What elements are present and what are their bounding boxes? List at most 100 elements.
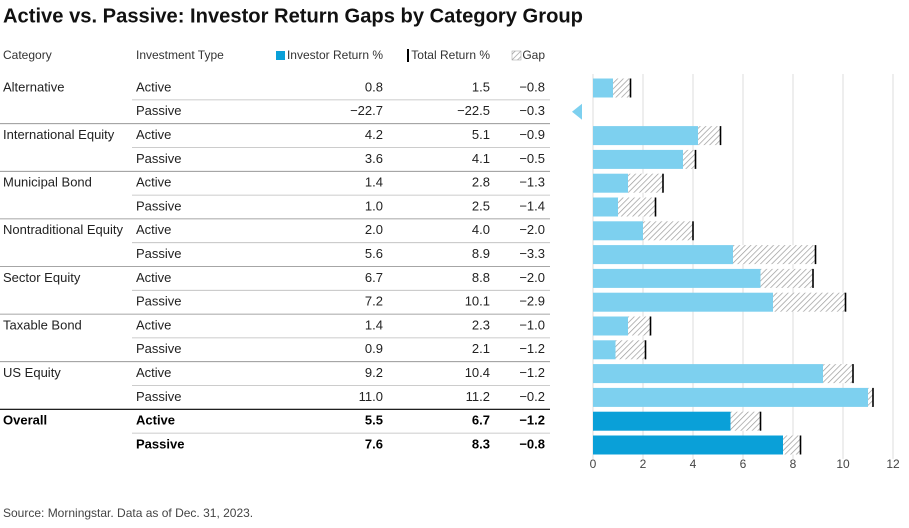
category-label: Sector Equity <box>3 270 81 285</box>
gap-hatch <box>628 173 663 193</box>
value-cell: −1.0 <box>519 317 545 332</box>
type-label: Passive <box>136 389 182 404</box>
value-cell: 6.7 <box>472 413 490 428</box>
category-label: Overall <box>3 413 47 428</box>
value-cell: 8.9 <box>472 246 490 261</box>
value-cell: 1.0 <box>365 198 383 213</box>
value-cell: 5.5 <box>365 413 383 428</box>
gap-hatch <box>613 78 631 98</box>
investor-bar <box>593 197 618 217</box>
investor-bar <box>593 245 733 265</box>
investor-bar <box>593 340 616 360</box>
type-label: Active <box>136 222 171 237</box>
value-cell: 1.4 <box>365 175 383 190</box>
column-header: Category <box>3 48 52 62</box>
x-tick-label: 6 <box>740 457 747 471</box>
gap-hatch <box>733 245 816 265</box>
value-cell: 2.5 <box>472 198 490 213</box>
legend-key <box>276 51 285 60</box>
value-cell: 10.4 <box>465 365 490 380</box>
type-label: Active <box>136 79 171 94</box>
type-label: Active <box>136 175 171 190</box>
type-label: Active <box>136 365 171 380</box>
investor-bar <box>593 411 731 431</box>
type-label: Passive <box>136 341 182 356</box>
investor-bar <box>593 126 698 146</box>
category-label: Nontraditional Equity <box>3 222 123 237</box>
legend-label: Investor Return % <box>287 48 383 62</box>
value-cell: 7.2 <box>365 294 383 309</box>
value-cell: 8.8 <box>472 270 490 285</box>
value-cell: 4.0 <box>472 222 490 237</box>
type-label: Passive <box>136 103 182 118</box>
value-cell: −22.7 <box>350 103 383 118</box>
gap-hatch <box>760 268 813 288</box>
investor-bar <box>593 316 628 336</box>
out-of-range-arrow <box>572 103 582 120</box>
value-cell: −0.2 <box>519 389 545 404</box>
value-cell: −3.3 <box>519 246 545 261</box>
x-tick-label: 12 <box>886 457 900 471</box>
chart-title: Active vs. Passive: Investor Return Gaps… <box>3 5 583 27</box>
category-label: International Equity <box>3 127 115 142</box>
value-cell: −2.0 <box>519 270 545 285</box>
x-tick-label: 10 <box>836 457 850 471</box>
value-cell: −0.8 <box>519 436 545 451</box>
value-cell: −0.5 <box>519 151 545 166</box>
investor-bar <box>593 149 683 169</box>
x-tick-label: 8 <box>790 457 797 471</box>
investor-bar <box>593 435 783 455</box>
value-cell: 8.3 <box>472 436 490 451</box>
value-cell: 3.6 <box>365 151 383 166</box>
gap-hatch <box>615 340 646 360</box>
type-label: Active <box>136 413 175 428</box>
value-cell: 5.6 <box>365 246 383 261</box>
type-label: Passive <box>136 198 182 213</box>
gap-hatch <box>618 197 656 217</box>
gap-hatch <box>730 411 761 431</box>
category-label: US Equity <box>3 365 61 380</box>
value-cell: 4.2 <box>365 127 383 142</box>
legend-key <box>407 49 409 62</box>
value-cell: 4.1 <box>472 151 490 166</box>
investor-bar <box>593 387 868 407</box>
value-cell: 2.1 <box>472 341 490 356</box>
type-label: Passive <box>136 436 184 451</box>
investor-bar <box>593 292 773 312</box>
category-label: Taxable Bond <box>3 317 82 332</box>
category-label: Municipal Bond <box>3 175 92 190</box>
x-tick-label: 0 <box>590 457 597 471</box>
type-label: Active <box>136 317 171 332</box>
investor-bar <box>593 221 643 241</box>
value-cell: 1.5 <box>472 79 490 94</box>
value-cell: 11.2 <box>466 389 490 404</box>
value-cell: 2.3 <box>472 317 490 332</box>
value-cell: 0.8 <box>365 79 383 94</box>
category-label: Alternative <box>3 79 64 94</box>
value-cell: 11.0 <box>359 389 383 404</box>
legend-label: Total Return % <box>411 48 490 62</box>
value-cell: −1.3 <box>519 175 545 190</box>
investor-bar <box>593 173 628 193</box>
value-cell: −0.9 <box>519 127 545 142</box>
value-cell: 7.6 <box>365 436 383 451</box>
gap-hatch <box>683 149 696 169</box>
value-cell: 10.1 <box>465 294 490 309</box>
legend-key <box>511 50 522 61</box>
type-label: Passive <box>136 151 182 166</box>
type-label: Passive <box>136 246 182 261</box>
value-cell: −1.2 <box>519 413 545 428</box>
investor-bar <box>593 364 823 384</box>
gap-hatch <box>773 292 846 312</box>
x-tick-label: 4 <box>690 457 697 471</box>
type-label: Passive <box>136 294 182 309</box>
value-cell: −1.2 <box>519 365 545 380</box>
value-cell: −0.3 <box>519 103 545 118</box>
value-cell: −2.0 <box>519 222 545 237</box>
value-cell: 6.7 <box>365 270 383 285</box>
investor-bar <box>593 268 761 288</box>
gap-hatch <box>783 435 801 455</box>
value-cell: 0.9 <box>365 341 383 356</box>
value-cell: 2.0 <box>365 222 383 237</box>
